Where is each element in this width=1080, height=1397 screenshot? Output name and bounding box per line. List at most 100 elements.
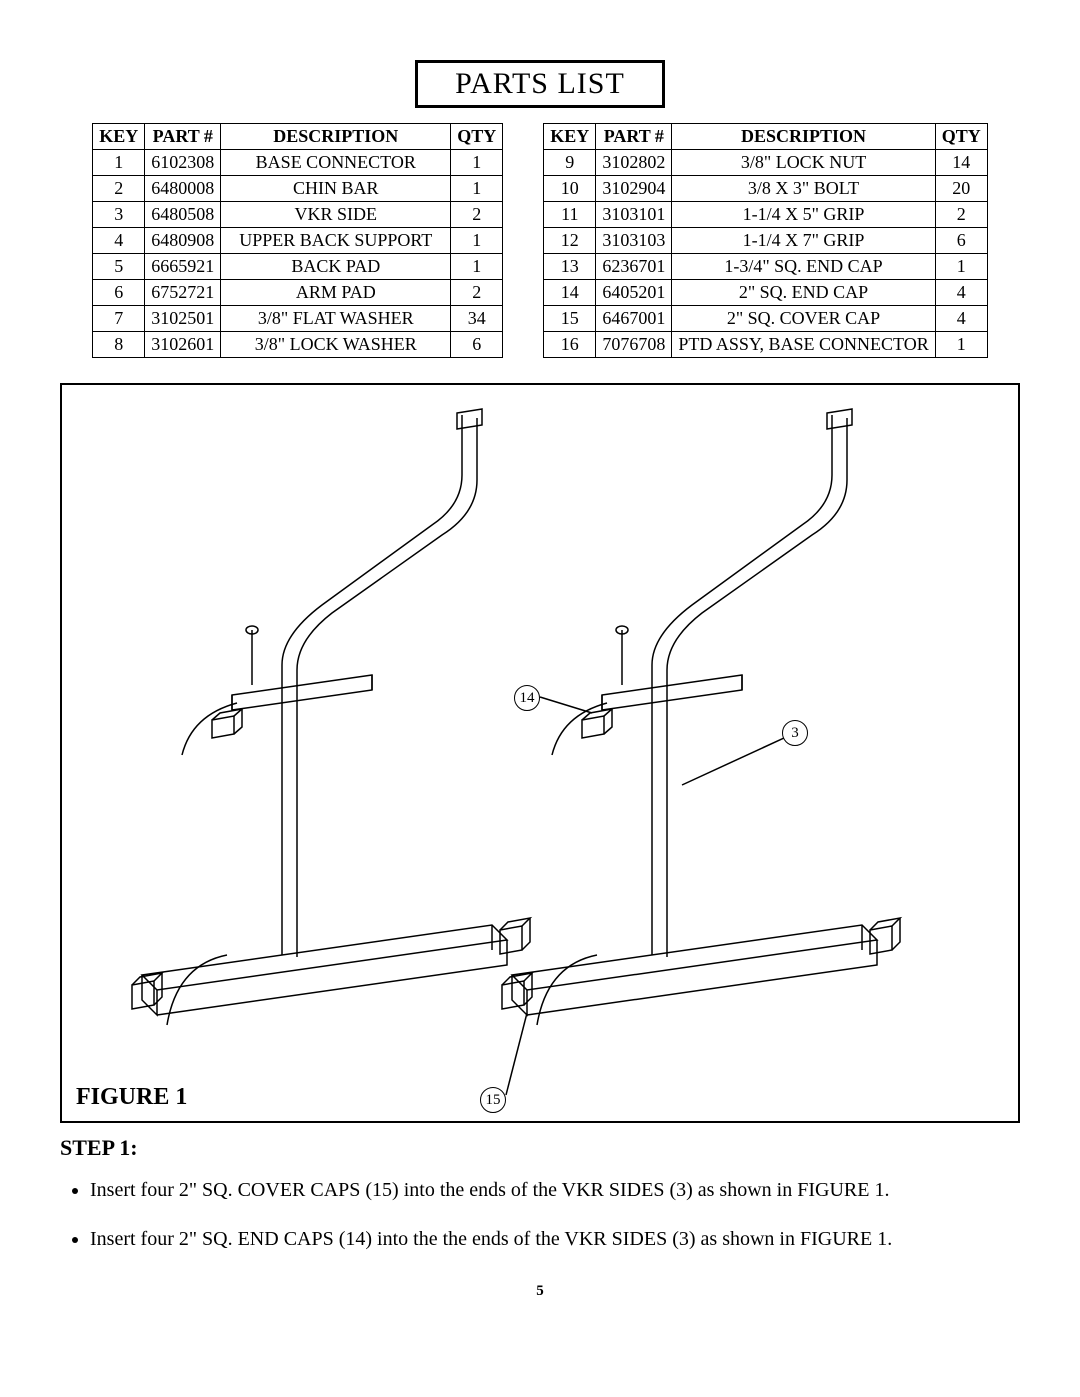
table-cell: 1-3/4" SQ. END CAP: [672, 254, 935, 280]
table-cell: 6: [451, 332, 503, 358]
table-cell: 11: [544, 202, 596, 228]
table-cell: 6: [935, 228, 987, 254]
table-cell: 6467001: [596, 306, 672, 332]
table-cell: 4: [935, 306, 987, 332]
table-row: 1231031031-1/4 X 7" GRIP6: [544, 228, 987, 254]
table-cell: 3/8" LOCK WASHER: [221, 332, 451, 358]
table-cell: 2: [451, 280, 503, 306]
table-cell: 10: [544, 176, 596, 202]
th-key: KEY: [93, 124, 145, 150]
callout-3: 3: [782, 720, 808, 746]
callout-14: 14: [514, 685, 540, 711]
table-cell: 14: [544, 280, 596, 306]
table-row: 167076708PTD ASSY, BASE CONNECTOR1: [544, 332, 987, 358]
th-key: KEY: [544, 124, 596, 150]
table-row: 731025013/8" FLAT WASHER34: [93, 306, 503, 332]
table-cell: 6665921: [145, 254, 221, 280]
table-cell: 14: [935, 150, 987, 176]
table-cell: 3102904: [596, 176, 672, 202]
table-cell: 9: [544, 150, 596, 176]
tbody-left: 16102308BASE CONNECTOR126480008CHIN BAR1…: [93, 150, 503, 358]
table-row: 46480908UPPER BACK SUPPORT1: [93, 228, 503, 254]
table-cell: 20: [935, 176, 987, 202]
table-cell: 3102601: [145, 332, 221, 358]
table-cell: BACK PAD: [221, 254, 451, 280]
table-cell: 4: [935, 280, 987, 306]
table-row: 1031029043/8 X 3" BOLT20: [544, 176, 987, 202]
table-cell: 3: [93, 202, 145, 228]
table-cell: 1-1/4 X 5" GRIP: [672, 202, 935, 228]
table-cell: 15: [544, 306, 596, 332]
table-cell: UPPER BACK SUPPORT: [221, 228, 451, 254]
table-cell: 1: [935, 254, 987, 280]
table-cell: 16: [544, 332, 596, 358]
table-cell: 6236701: [596, 254, 672, 280]
table-cell: 5: [93, 254, 145, 280]
parts-table-right: KEY PART # DESCRIPTION QTY 931028023/8" …: [543, 123, 987, 358]
parts-tables: KEY PART # DESCRIPTION QTY 16102308BASE …: [60, 123, 1020, 358]
step-heading: STEP 1:: [60, 1135, 1020, 1161]
th-desc: DESCRIPTION: [221, 124, 451, 150]
tbody-right: 931028023/8" LOCK NUT141031029043/8 X 3"…: [544, 150, 987, 358]
title-text: PARTS LIST: [455, 67, 625, 100]
th-desc: DESCRIPTION: [672, 124, 935, 150]
table-cell: 3/8" LOCK NUT: [672, 150, 935, 176]
table-row: 36480508VKR SIDE2: [93, 202, 503, 228]
table-cell: 6: [93, 280, 145, 306]
table-cell: 8: [93, 332, 145, 358]
table-row: 26480008CHIN BAR1: [93, 176, 503, 202]
table-cell: 2" SQ. END CAP: [672, 280, 935, 306]
th-qty: QTY: [935, 124, 987, 150]
table-cell: 1: [451, 150, 503, 176]
table-cell: BASE CONNECTOR: [221, 150, 451, 176]
table-cell: 3102501: [145, 306, 221, 332]
table-cell: 12: [544, 228, 596, 254]
table-cell: 3/8 X 3" BOLT: [672, 176, 935, 202]
table-cell: 2" SQ. COVER CAP: [672, 306, 935, 332]
page-title: PARTS LIST: [415, 60, 665, 108]
figure-1: 14 3 15 FIGURE 1: [60, 383, 1020, 1123]
th-part: PART #: [596, 124, 672, 150]
table-cell: PTD ASSY, BASE CONNECTOR: [672, 332, 935, 358]
step-list: Insert four 2" SQ. COVER CAPS (15) into …: [68, 1177, 1020, 1253]
table-row: 1564670012" SQ. COVER CAP4: [544, 306, 987, 332]
table-cell: 4: [93, 228, 145, 254]
table-row: 1362367011-3/4" SQ. END CAP1: [544, 254, 987, 280]
figure-label: FIGURE 1: [76, 1084, 187, 1111]
table-cell: 6480008: [145, 176, 221, 202]
table-cell: 3103103: [596, 228, 672, 254]
table-row: 831026013/8" LOCK WASHER6: [93, 332, 503, 358]
table-cell: 7: [93, 306, 145, 332]
th-part: PART #: [145, 124, 221, 150]
table-cell: 1: [93, 150, 145, 176]
table-cell: 3103101: [596, 202, 672, 228]
step-item: Insert four 2" SQ. END CAPS (14) into th…: [90, 1226, 1020, 1253]
table-cell: 7076708: [596, 332, 672, 358]
table-cell: 6752721: [145, 280, 221, 306]
table-cell: 1: [451, 176, 503, 202]
table-row: 16102308BASE CONNECTOR1: [93, 150, 503, 176]
table-cell: 3102802: [596, 150, 672, 176]
table-row: 1131031011-1/4 X 5" GRIP2: [544, 202, 987, 228]
table-cell: 6102308: [145, 150, 221, 176]
table-row: 1464052012" SQ. END CAP4: [544, 280, 987, 306]
page-number: 5: [60, 1283, 1020, 1300]
table-cell: 1: [451, 254, 503, 280]
table-cell: VKR SIDE: [221, 202, 451, 228]
callout-15: 15: [480, 1087, 506, 1113]
table-cell: 1: [935, 332, 987, 358]
table-cell: 6480908: [145, 228, 221, 254]
table-row: 931028023/8" LOCK NUT14: [544, 150, 987, 176]
table-cell: 34: [451, 306, 503, 332]
assembly-diagram: [62, 385, 1018, 1121]
table-cell: 2: [93, 176, 145, 202]
table-row: 66752721ARM PAD2: [93, 280, 503, 306]
table-cell: 2: [451, 202, 503, 228]
table-cell: 6480508: [145, 202, 221, 228]
table-cell: 1: [451, 228, 503, 254]
table-cell: 1-1/4 X 7" GRIP: [672, 228, 935, 254]
parts-table-left: KEY PART # DESCRIPTION QTY 16102308BASE …: [92, 123, 503, 358]
th-qty: QTY: [451, 124, 503, 150]
table-cell: 13: [544, 254, 596, 280]
table-cell: CHIN BAR: [221, 176, 451, 202]
